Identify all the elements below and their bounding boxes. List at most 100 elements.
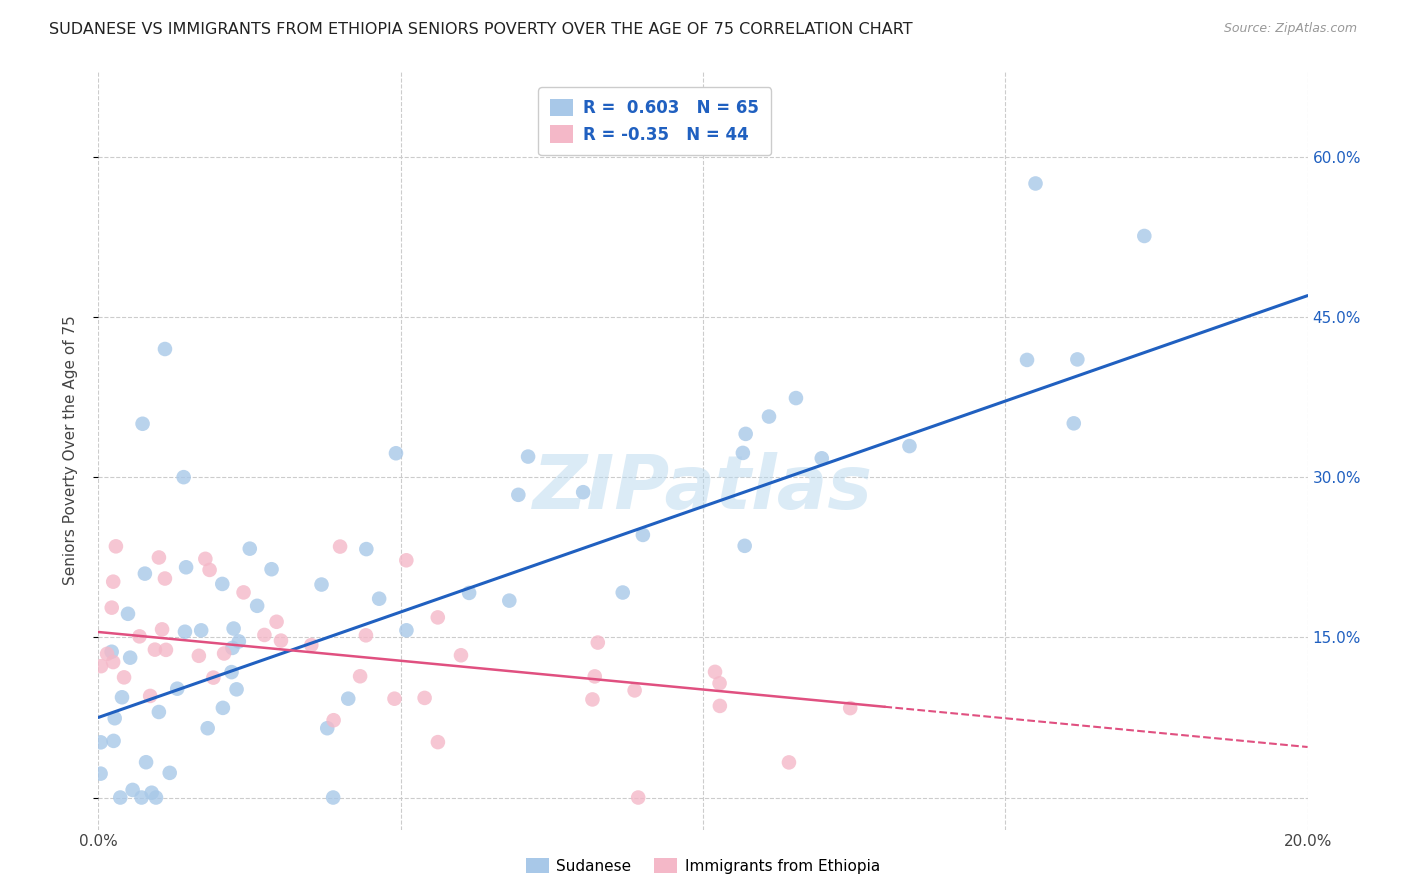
Point — [111, 690, 134, 705]
Point — [631, 528, 654, 542]
Point — [356, 542, 378, 557]
Point — [337, 691, 360, 706]
Point — [228, 634, 250, 648]
Point — [174, 624, 197, 639]
Point — [395, 624, 418, 638]
Point — [734, 426, 756, 441]
Point — [316, 721, 339, 735]
Point — [322, 790, 344, 805]
Point — [90, 659, 112, 673]
Point — [239, 541, 262, 556]
Point — [212, 647, 235, 661]
Point — [90, 735, 112, 749]
Point — [311, 577, 333, 591]
Y-axis label: Seniors Poverty Over the Age of 75: Seniors Poverty Over the Age of 75 — [63, 316, 77, 585]
Point — [139, 689, 162, 703]
Point — [211, 577, 233, 591]
Point — [100, 645, 122, 659]
Point — [709, 698, 731, 713]
Point — [221, 665, 243, 679]
Point — [354, 628, 377, 642]
Point — [103, 574, 125, 589]
Point — [627, 790, 650, 805]
Point — [426, 610, 449, 624]
Point — [120, 650, 142, 665]
Point — [131, 417, 153, 431]
Text: ZIPatlas: ZIPatlas — [533, 452, 873, 524]
Point — [110, 790, 132, 805]
Point — [1063, 417, 1085, 431]
Point — [150, 623, 173, 637]
Point — [299, 638, 322, 652]
Point — [153, 572, 176, 586]
Point — [121, 783, 143, 797]
Point — [96, 647, 118, 661]
Text: Source: ZipAtlas.com: Source: ZipAtlas.com — [1223, 22, 1357, 36]
Point — [329, 540, 352, 554]
Point — [112, 670, 135, 684]
Point — [322, 713, 344, 727]
Point — [202, 671, 225, 685]
Point — [384, 691, 406, 706]
Point — [141, 786, 163, 800]
Point — [253, 628, 276, 642]
Point — [260, 562, 283, 576]
Point — [270, 633, 292, 648]
Point — [1015, 353, 1038, 368]
Point — [103, 734, 125, 748]
Point — [153, 342, 176, 356]
Point — [1133, 229, 1156, 244]
Point — [174, 560, 197, 574]
Point — [731, 446, 754, 460]
Point — [225, 682, 247, 697]
Point — [1066, 352, 1088, 367]
Point — [583, 669, 606, 683]
Point — [134, 566, 156, 581]
Point — [148, 705, 170, 719]
Point — [266, 615, 288, 629]
Point — [517, 450, 540, 464]
Point — [704, 665, 727, 679]
Text: SUDANESE VS IMMIGRANTS FROM ETHIOPIA SENIORS POVERTY OVER THE AGE OF 75 CORRELAT: SUDANESE VS IMMIGRANTS FROM ETHIOPIA SEN… — [49, 22, 912, 37]
Point — [159, 765, 181, 780]
Legend: Sudanese, Immigrants from Ethiopia: Sudanese, Immigrants from Ethiopia — [520, 852, 886, 880]
Point — [101, 655, 124, 669]
Point — [572, 485, 595, 500]
Point — [1024, 177, 1046, 191]
Point — [450, 648, 472, 663]
Point — [778, 756, 800, 770]
Point — [581, 692, 603, 706]
Legend: R =  0.603   N = 65, R = -0.35   N = 44: R = 0.603 N = 65, R = -0.35 N = 44 — [538, 87, 770, 155]
Point — [458, 586, 481, 600]
Point — [135, 756, 157, 770]
Point — [166, 681, 188, 696]
Point — [198, 563, 221, 577]
Point — [498, 593, 520, 607]
Point — [709, 676, 731, 690]
Point — [349, 669, 371, 683]
Point — [586, 635, 609, 649]
Point — [128, 629, 150, 643]
Point — [145, 790, 167, 805]
Point — [194, 551, 217, 566]
Point — [426, 735, 449, 749]
Point — [413, 690, 436, 705]
Point — [368, 591, 391, 606]
Point — [385, 446, 408, 460]
Point — [246, 599, 269, 613]
Point — [623, 683, 645, 698]
Point — [100, 600, 122, 615]
Point — [232, 585, 254, 599]
Point — [148, 550, 170, 565]
Point — [173, 470, 195, 484]
Point — [508, 488, 530, 502]
Point — [117, 607, 139, 621]
Point — [734, 539, 756, 553]
Point — [785, 391, 807, 405]
Point — [104, 539, 127, 553]
Point — [143, 642, 166, 657]
Point — [612, 585, 634, 599]
Point — [758, 409, 780, 424]
Point — [187, 648, 209, 663]
Point — [810, 451, 832, 466]
